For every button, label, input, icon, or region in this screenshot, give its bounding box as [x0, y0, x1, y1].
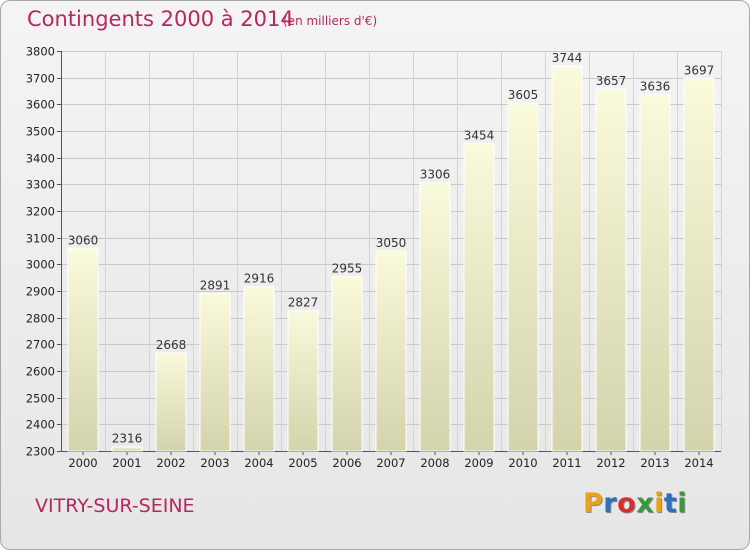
y-tick-label: 3200: [26, 205, 55, 219]
y-tick-label: 3400: [26, 152, 55, 166]
bars: [67, 65, 715, 452]
y-tick-label: 2600: [26, 365, 55, 379]
bar-2013: [639, 94, 671, 452]
chart-subtitle: (en milliers d'€): [283, 14, 378, 28]
bar-2012: [595, 88, 627, 452]
x-tick-label: 2001: [112, 456, 141, 470]
bar-2001: [111, 446, 143, 452]
data-label: 3454: [464, 128, 495, 142]
logo-letter: r: [603, 488, 618, 519]
y-tick-label: 3800: [26, 45, 55, 59]
y-tick-label: 3300: [26, 178, 55, 192]
data-label: 3050: [376, 236, 407, 250]
x-tick-label: 2012: [596, 456, 625, 470]
logo-letter: t: [663, 488, 678, 519]
x-tick-label: 2003: [200, 456, 229, 470]
x-tick-label: 2010: [508, 456, 537, 470]
data-label: 2316: [112, 432, 143, 446]
x-tick-label: 2005: [288, 456, 317, 470]
x-tick-label: 2014: [684, 456, 713, 470]
x-tick-label: 2013: [640, 456, 669, 470]
bar-2014: [683, 77, 715, 452]
bar-2002: [155, 352, 187, 452]
bar-2000: [67, 247, 99, 452]
x-tick-label: 2011: [552, 456, 581, 470]
bar-2003: [199, 292, 231, 452]
y-tick-label: 3600: [26, 98, 55, 112]
bar-2011: [551, 65, 583, 452]
y-tick-label: 3100: [26, 232, 55, 246]
bar-2009: [463, 142, 495, 452]
logo-letter: P: [583, 488, 604, 519]
y-tick-label: 2800: [26, 312, 55, 326]
y-tick-label: 3700: [26, 72, 55, 86]
bar-2010: [507, 102, 539, 452]
data-label: 3744: [552, 51, 583, 65]
y-tick-label: 2300: [26, 445, 55, 459]
x-tick-label: 2002: [156, 456, 185, 470]
y-tick-label: 3500: [26, 125, 55, 139]
y-tick-label: 2900: [26, 285, 55, 299]
data-label: 3697: [684, 63, 715, 77]
data-label: 2827: [288, 295, 319, 309]
bar-2005: [287, 309, 319, 452]
data-label: 3657: [596, 74, 627, 88]
x-tick-label: 2007: [376, 456, 405, 470]
logo-letter: i: [677, 488, 688, 519]
x-tick-label: 2008: [420, 456, 449, 470]
proxiti-logo[interactable]: Proxiti: [583, 488, 687, 519]
bar-2004: [243, 286, 275, 452]
data-label: 3306: [420, 168, 451, 182]
axes: 2300 2400 2500 2600 2700 2800 2900 3000 3100 3200…: [26, 45, 721, 470]
y-tick-label: 3000: [26, 258, 55, 272]
bar-2008: [419, 182, 451, 452]
data-label: 3060: [68, 233, 99, 247]
x-tick-label: 2009: [464, 456, 493, 470]
data-label: 3636: [640, 80, 671, 94]
city-name: VITRY-SUR-SEINE: [35, 495, 195, 517]
bar-2007: [375, 250, 407, 452]
x-tick-label: 2004: [244, 456, 273, 470]
data-label: 2955: [332, 261, 363, 275]
data-label: 2916: [244, 272, 275, 286]
logo-letter: i: [654, 488, 664, 519]
data-label: 2668: [156, 338, 187, 352]
y-tick-label: 2700: [26, 338, 55, 352]
data-label: 3605: [508, 88, 539, 102]
labels: 3060 2316 2668 2891 2916 2827 2955 3050 3306 3454…: [68, 51, 715, 446]
logo-letter: x: [636, 488, 655, 519]
data-label: 2891: [200, 278, 231, 292]
y-tick-label: 2400: [26, 418, 55, 432]
x-tick-label: 2006: [332, 456, 361, 470]
chart-title: Contingents 2000 à 2014: [27, 7, 294, 31]
logo-letter: o: [617, 488, 637, 519]
y-tick-label: 2500: [26, 392, 55, 406]
bar-2006: [331, 275, 363, 452]
x-tick-label: 2000: [68, 456, 97, 470]
